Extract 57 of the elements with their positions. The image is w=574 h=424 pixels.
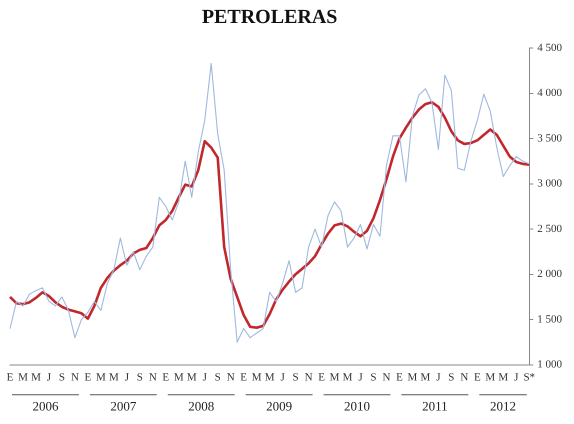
x-tick-label: N (226, 371, 235, 384)
x-tick-label: N (460, 371, 468, 384)
x-tick-label: E (6, 371, 14, 384)
x-tick-label: N (382, 371, 390, 384)
x-tick-label: E (240, 371, 248, 384)
x-tick-label: S* (523, 371, 536, 384)
x-tick-label: M (485, 371, 496, 384)
x-tick-label: S (136, 371, 143, 384)
x-tick-label: S (292, 371, 299, 384)
x-tick-label: M (186, 371, 197, 384)
x-tick-label: M (31, 371, 42, 384)
text: 2009 (266, 398, 292, 414)
y-tick-label: 2 500 (537, 222, 562, 235)
text: 2006 (32, 398, 59, 414)
text: 2011 (422, 398, 448, 414)
x-tick-label: J (46, 371, 52, 384)
x-tick-label: N (148, 371, 157, 384)
x-tick-label: M (408, 371, 418, 384)
x-tick-label: J (124, 371, 130, 384)
x-tick-label: N (70, 371, 79, 384)
text: 2010 (344, 398, 370, 414)
x-tick-label: S (370, 371, 377, 384)
text: 2008 (188, 398, 214, 414)
y-tick-label: 3 500 (537, 132, 562, 144)
x-tick-label: S (448, 371, 454, 384)
x-tick-label: J (280, 371, 286, 384)
x-tick-label: M (108, 371, 119, 384)
x-tick-label: M (96, 371, 106, 384)
x-tick-label: E (318, 371, 326, 384)
x-tick-label: E (162, 371, 170, 384)
x-tick-label: J (436, 371, 442, 384)
x-tick-label: E (84, 371, 92, 384)
y-tick-label: 4 000 (537, 87, 562, 100)
x-tick-label: M (252, 371, 262, 384)
x-tick-label: M (330, 371, 340, 384)
y-tick-label: 3 000 (537, 178, 562, 190)
y-tick-label: 4 500 (537, 42, 562, 54)
x-tick-label: M (342, 371, 353, 384)
x-tick-label: J (514, 371, 520, 384)
x-tick-label: E (396, 371, 404, 384)
x-tick-label: M (18, 371, 28, 384)
x-tick-label: S (58, 371, 65, 384)
x-tick-label: N (304, 371, 313, 384)
x-tick-label: S (214, 371, 221, 384)
chart-title: PETROLERAS (202, 6, 338, 28)
x-tick-label: M (498, 371, 508, 384)
x-tick-label: J (358, 371, 364, 384)
x-tick-label: E (474, 371, 481, 384)
y-tick-label: 1 500 (537, 313, 562, 326)
text: 2012 (490, 398, 516, 414)
x-tick-label: M (420, 371, 431, 384)
x-tick-label: M (264, 371, 275, 384)
x-tick-label: M (174, 371, 184, 384)
y-tick-label: 2 000 (537, 268, 562, 280)
text: 2007 (110, 398, 137, 414)
y-tick-label: 1 000 (537, 358, 562, 371)
x-tick-label: J (202, 371, 208, 384)
